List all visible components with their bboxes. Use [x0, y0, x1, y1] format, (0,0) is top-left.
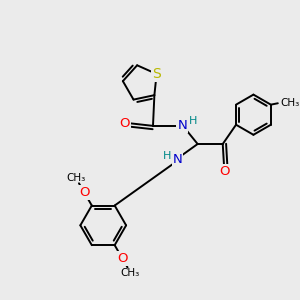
Text: CH₃: CH₃ [121, 268, 140, 278]
Text: H: H [163, 151, 171, 161]
Text: CH₃: CH₃ [280, 98, 299, 108]
Text: H: H [189, 116, 197, 126]
Text: O: O [79, 186, 89, 199]
Text: N: N [177, 119, 187, 132]
Text: N: N [173, 153, 182, 166]
Text: CH₃: CH₃ [67, 173, 86, 183]
Text: O: O [219, 165, 230, 178]
Text: O: O [117, 252, 128, 265]
Text: O: O [119, 117, 130, 130]
Text: S: S [152, 67, 161, 81]
